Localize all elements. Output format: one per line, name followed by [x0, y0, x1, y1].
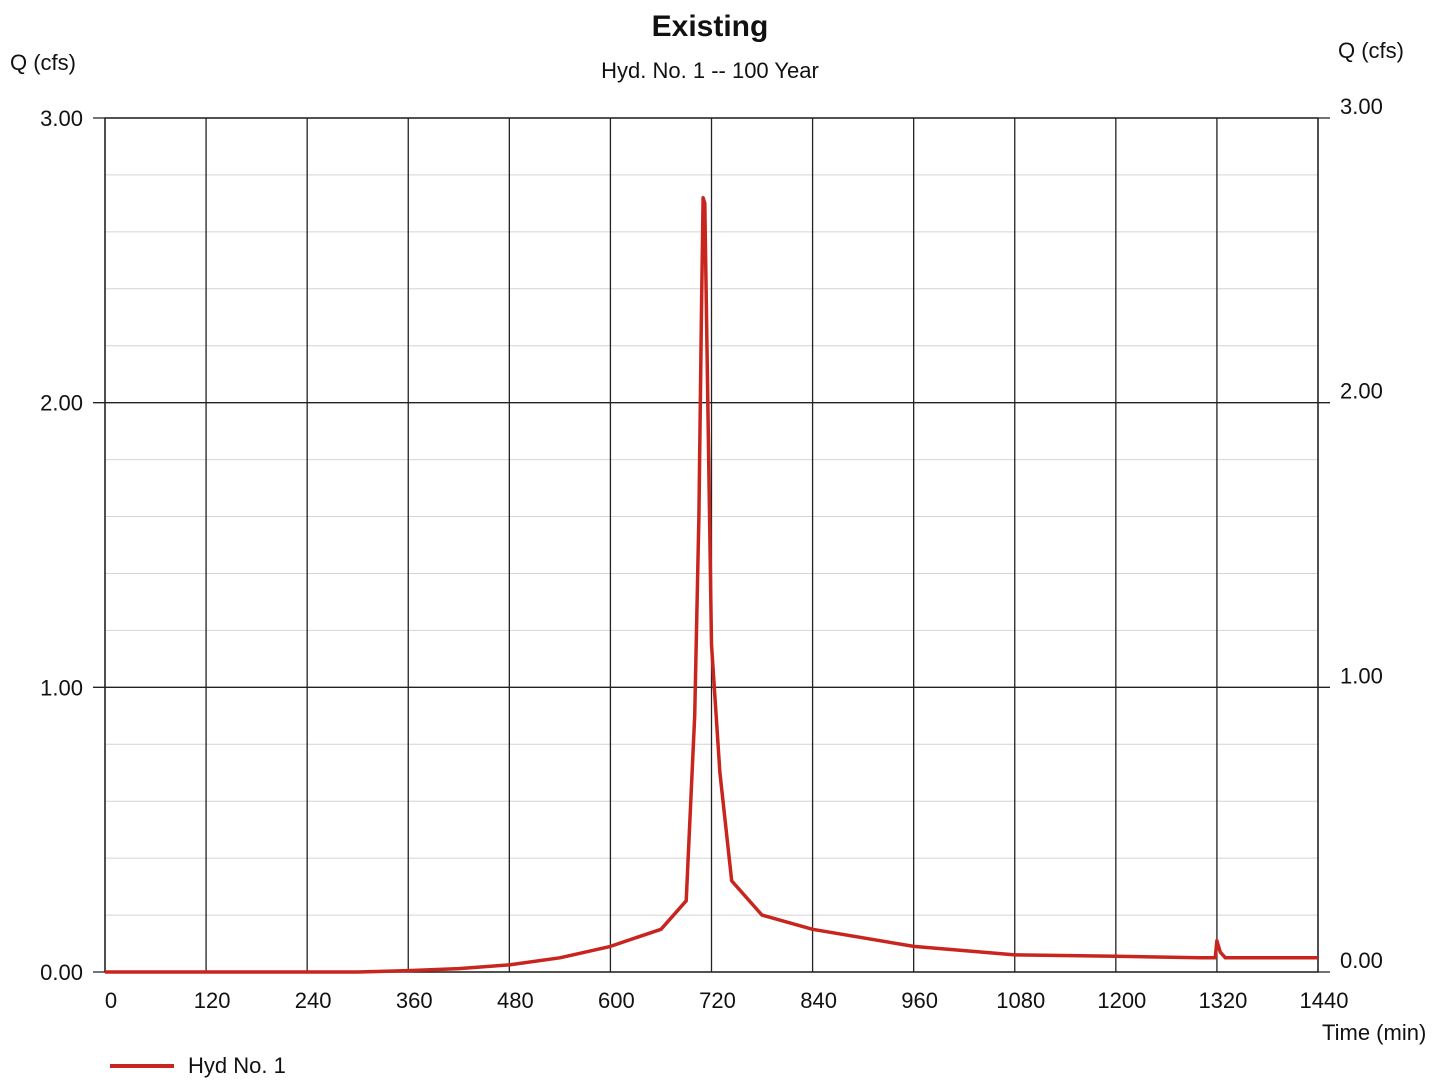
- x-tick-label: 120: [194, 988, 231, 1013]
- x-tick-label: 1080: [996, 988, 1045, 1013]
- x-tick-label: 600: [598, 988, 635, 1013]
- x-tick-label: 840: [800, 988, 837, 1013]
- x-tick-label: 1200: [1097, 988, 1146, 1013]
- x-tick-label: 360: [396, 988, 433, 1013]
- y-tick-label-left: 3.00: [40, 106, 83, 131]
- chart-title: Existing: [651, 10, 769, 43]
- x-tick-label: 960: [901, 988, 938, 1013]
- y-tick-label-right: 3.00: [1340, 94, 1383, 119]
- legend-label: Hyd No. 1: [188, 1053, 286, 1078]
- x-tick-label: 480: [497, 988, 534, 1013]
- plot-frame: [104, 117, 1319, 973]
- y-axis-label-right: Q (cfs): [1338, 38, 1404, 63]
- x-axis-label: Time (min): [1322, 1020, 1427, 1045]
- x-tick-label: 1320: [1198, 988, 1247, 1013]
- x-tick-label: 1440: [1300, 988, 1349, 1013]
- x-tick-label: 240: [295, 988, 332, 1013]
- y-tick-label-right: 0.00: [1340, 948, 1383, 973]
- y-tick-label-left: 1.00: [40, 675, 83, 700]
- x-tick-label: 0: [105, 988, 117, 1013]
- y-tick-label-left: 0.00: [40, 960, 83, 985]
- legend-swatch: [110, 1064, 174, 1068]
- y-tick-label-right: 1.00: [1340, 663, 1383, 688]
- y-tick-label-right: 2.00: [1340, 379, 1383, 404]
- y-tick-label-left: 2.00: [40, 391, 83, 416]
- x-tick-label: 720: [699, 988, 736, 1013]
- series-line-1: [105, 195, 1318, 974]
- y-axis-label-left: Q (cfs): [10, 50, 76, 75]
- legend: Hyd No. 1: [110, 1053, 286, 1079]
- chart-subtitle: Hyd. No. 1 -- 100 Year: [601, 58, 819, 83]
